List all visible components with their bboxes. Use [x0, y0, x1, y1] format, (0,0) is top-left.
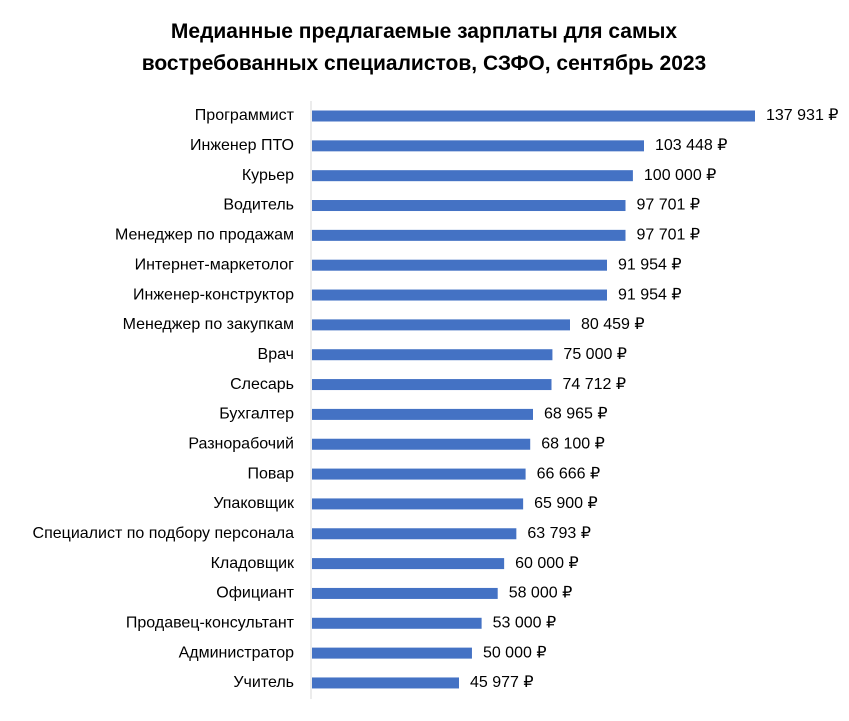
- bar: [312, 408, 533, 420]
- category-label: Менеджер по продажам: [115, 227, 294, 244]
- value-label: 91 954 ₽: [618, 256, 682, 273]
- value-label: 137 931 ₽: [766, 107, 838, 124]
- bar: [312, 498, 524, 510]
- value-label: 53 000 ₽: [493, 614, 557, 631]
- category-label: Продавец-консультант: [126, 614, 295, 631]
- bar: [312, 229, 626, 241]
- value-label: 91 954 ₽: [618, 286, 682, 303]
- bar: [312, 140, 644, 152]
- category-label: Упаковщик: [213, 495, 295, 512]
- value-label: 63 793 ₽: [527, 525, 591, 542]
- category-label: Инженер-конструктор: [133, 286, 294, 303]
- category-label: Интернет-маркетолог: [135, 256, 295, 273]
- bar: [312, 110, 755, 122]
- value-labels: 137 931 ₽ 103 448 ₽ 100 000 ₽ 97 701 ₽ 97 70…: [470, 107, 838, 691]
- category-label: Разнорабочий: [188, 435, 294, 452]
- category-labels: Программист Инженер ПТО Курьер Водитель Мене…: [33, 107, 295, 691]
- category-label: Менеджер по закупкам: [123, 316, 294, 333]
- value-label: 74 712 ₽: [562, 376, 626, 393]
- bar: [312, 289, 607, 301]
- bar: [312, 170, 633, 182]
- value-label: 100 000 ₽: [644, 167, 716, 184]
- category-label: Кладовщик: [211, 555, 295, 572]
- category-label: Инженер ПТО: [190, 137, 294, 154]
- bar: [312, 528, 517, 540]
- category-label: Бухгалтер: [219, 406, 294, 423]
- value-label: 65 900 ₽: [534, 495, 598, 512]
- value-label: 58 000 ₽: [509, 585, 573, 602]
- category-label: Администратор: [179, 644, 295, 661]
- bar: [312, 200, 626, 212]
- chart-title: Медианные предлагаемые зарплаты для самы…: [142, 20, 706, 75]
- category-label: Официант: [216, 585, 294, 602]
- bar: [312, 379, 552, 391]
- bar: [312, 319, 570, 331]
- chart-title-line-1: Медианные предлагаемые зарплаты для самы…: [171, 20, 678, 43]
- category-label: Слесарь: [230, 376, 294, 393]
- value-label: 68 965 ₽: [544, 406, 608, 423]
- category-label: Специалист по подбору персонала: [33, 525, 295, 542]
- category-label: Повар: [247, 465, 294, 482]
- value-label: 68 100 ₽: [541, 435, 605, 452]
- value-label: 45 977 ₽: [470, 674, 534, 691]
- value-label: 103 448 ₽: [655, 137, 727, 154]
- chart-title-line-2: востребованных специалистов, СЗФО, сентя…: [142, 52, 706, 75]
- bar: [312, 677, 459, 689]
- category-label: Водитель: [223, 197, 294, 214]
- bars: [312, 110, 755, 689]
- bar: [312, 438, 531, 450]
- bar: [312, 617, 482, 629]
- bar: [312, 349, 553, 361]
- value-label: 97 701 ₽: [636, 227, 700, 244]
- value-label: 80 459 ₽: [581, 316, 645, 333]
- bar: [312, 468, 526, 480]
- category-label: Врач: [258, 346, 294, 363]
- value-label: 60 000 ₽: [515, 555, 579, 572]
- bar: [312, 587, 498, 599]
- category-label: Учитель: [233, 674, 294, 691]
- category-label: Программист: [195, 107, 295, 124]
- bar: [312, 647, 472, 659]
- category-label: Курьер: [242, 167, 294, 184]
- value-label: 50 000 ₽: [483, 644, 547, 661]
- bar: [312, 259, 607, 271]
- value-label: 97 701 ₽: [636, 197, 700, 214]
- value-label: 75 000 ₽: [563, 346, 627, 363]
- value-label: 66 666 ₽: [537, 465, 601, 482]
- bar: [312, 558, 505, 570]
